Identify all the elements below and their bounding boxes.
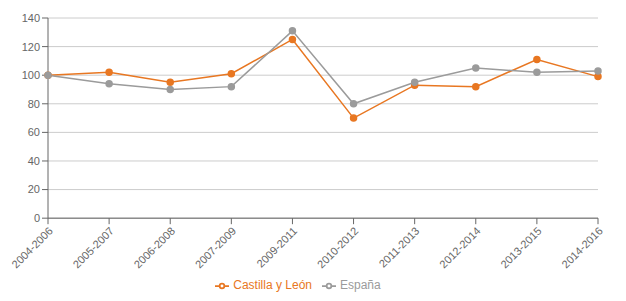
svg-text:2009-2011: 2009-2011 xyxy=(254,225,299,270)
svg-text:60: 60 xyxy=(28,126,40,138)
svg-text:2006-2008: 2006-2008 xyxy=(131,225,177,271)
svg-text:20: 20 xyxy=(28,183,40,195)
svg-text:40: 40 xyxy=(28,155,40,167)
svg-text:2013-2015: 2013-2015 xyxy=(498,225,544,271)
svg-text:2014-2016: 2014-2016 xyxy=(559,225,605,271)
html-text:Castilla y León: Castilla y León xyxy=(233,278,312,293)
svg-text:2012-2014: 2012-2014 xyxy=(437,225,483,271)
svg-text:2010-2012: 2010-2012 xyxy=(315,225,361,271)
svg-text:100: 100 xyxy=(22,69,40,81)
svg-text:2007-2009: 2007-2009 xyxy=(193,225,239,271)
svg-text:120: 120 xyxy=(22,41,40,53)
svg-text:2004-2006: 2004-2006 xyxy=(9,225,55,271)
svg-text:2011-2013: 2011-2013 xyxy=(376,225,421,270)
svg-text:0: 0 xyxy=(34,212,40,224)
svg-text:2005-2007: 2005-2007 xyxy=(70,225,116,271)
svg-text:140: 140 xyxy=(22,12,40,24)
html-text:España: España xyxy=(340,278,381,293)
svg-text:80: 80 xyxy=(28,98,40,110)
